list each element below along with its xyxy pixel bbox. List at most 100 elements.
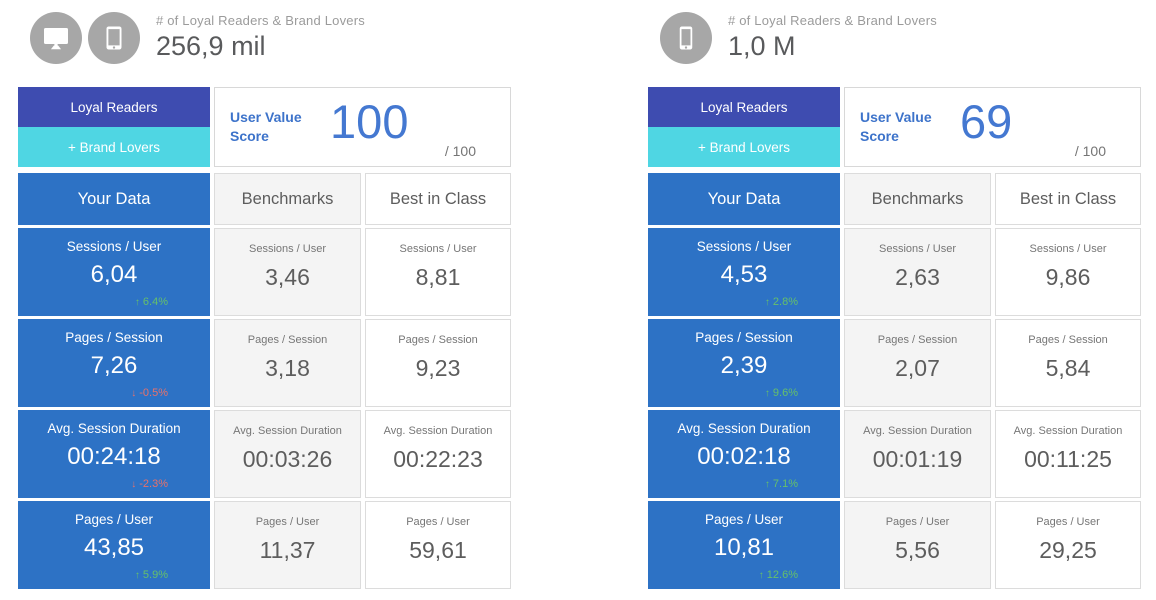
metric-label: Pages / User xyxy=(704,512,784,527)
benchmark-cell: Pages / Session 3,18 xyxy=(214,319,361,407)
arrow-down-icon: ↓ xyxy=(131,388,137,399)
metric-value: 00:22:23 xyxy=(393,446,483,472)
metric-value: 7,26 xyxy=(90,352,138,379)
benchmark-cell: Pages / Session 2,07 xyxy=(844,319,991,407)
panel-header: # of Loyal Readers & Brand Lovers 256,9 … xyxy=(18,12,511,64)
metric-label: Pages / Session xyxy=(1028,334,1108,346)
table-row: Avg. Session Duration 00:24:18 ↓ -2.3% A… xyxy=(18,410,511,498)
user-value-score-card: User Value Score 69 / 100 xyxy=(844,87,1141,167)
table-row: Sessions / User 6,04 ↑ 6.4% Sessions / U… xyxy=(18,228,511,316)
best-in-class-cell: Pages / User 29,25 xyxy=(995,501,1141,589)
metric-value: 2,07 xyxy=(895,355,940,381)
delta-value: 12.6% xyxy=(766,569,798,581)
metric-value: 3,18 xyxy=(265,355,310,381)
benchmark-cell: Sessions / User 3,46 xyxy=(214,228,361,316)
your-data-cell: Sessions / User 4,53 ↑ 2.8% xyxy=(648,228,840,316)
metric-label: Sessions / User xyxy=(248,243,327,255)
delta-value: 5.9% xyxy=(142,569,168,581)
best-in-class-cell: Sessions / User 9,86 xyxy=(995,228,1141,316)
metric-label: Pages / Session xyxy=(398,334,478,346)
arrow-down-icon: ↓ xyxy=(131,479,137,490)
metric-value: 5,84 xyxy=(1045,355,1091,381)
metric-value: 2,63 xyxy=(895,264,940,290)
delta-value: 2.8% xyxy=(772,296,798,308)
kpi-block: # of Loyal Readers & Brand Lovers 1,0 M xyxy=(728,12,937,62)
phone-icon xyxy=(660,12,712,64)
kpi-value: 256,9 mil xyxy=(156,31,266,61)
delta-value: -0.5% xyxy=(139,387,168,399)
delta-badge: ↑ 2.8% xyxy=(765,296,798,308)
metric-value: 6,04 xyxy=(90,261,138,288)
metric-value: 59,61 xyxy=(409,537,467,563)
delta-value: -2.3% xyxy=(139,478,168,490)
delta-badge: ↑ 5.9% xyxy=(135,569,168,581)
delta-badge: ↑ 9.6% xyxy=(765,387,798,399)
benchmark-cell: Avg. Session Duration 00:01:19 xyxy=(844,410,991,498)
arrow-up-icon: ↑ xyxy=(764,297,770,308)
your-data-cell: Pages / Session 7,26 ↓ -0.5% xyxy=(18,319,210,407)
segment-tabs: Loyal Readers + Brand Lovers xyxy=(648,87,840,167)
table-row: Pages / User 10,81 ↑ 12.6% Pages / User … xyxy=(648,501,1141,589)
tab-loyal-readers[interactable]: Loyal Readers xyxy=(18,87,210,127)
table-row: Pages / Session 7,26 ↓ -0.5% Pages / Ses… xyxy=(18,319,511,407)
best-in-class-cell: Pages / Session 5,84 xyxy=(995,319,1141,407)
metric-value: 11,37 xyxy=(259,537,316,563)
col-header-benchmarks: Benchmarks xyxy=(214,173,361,225)
best-in-class-cell: Sessions / User 8,81 xyxy=(365,228,511,316)
your-data-cell: Avg. Session Duration 00:24:18 ↓ -2.3% xyxy=(18,410,210,498)
kpi-block: # of Loyal Readers & Brand Lovers 256,9 … xyxy=(156,12,365,62)
kpi-title: # of Loyal Readers & Brand Lovers xyxy=(728,13,937,28)
your-data-cell: Pages / User 10,81 ↑ 12.6% xyxy=(648,501,840,589)
metric-label: Sessions / User xyxy=(399,243,477,255)
delta-badge: ↑ 6.4% xyxy=(135,296,168,308)
metric-label: Sessions / User xyxy=(66,239,162,254)
metric-value: 43,85 xyxy=(83,534,145,561)
tablet-icon xyxy=(88,12,140,64)
metric-value: 00:11:25 xyxy=(1024,446,1112,472)
metric-label: Pages / User xyxy=(1036,516,1100,528)
arrow-up-icon: ↑ xyxy=(764,388,770,399)
metric-label: Pages / User xyxy=(406,516,470,528)
tab-brand-lovers[interactable]: + Brand Lovers xyxy=(18,127,210,167)
metric-value: 10,81 xyxy=(713,534,775,561)
delta-value: 9.6% xyxy=(772,387,798,399)
benchmark-cell: Avg. Session Duration 00:03:26 xyxy=(214,410,361,498)
col-header-your-data: Your Data xyxy=(648,173,840,225)
table-row: Pages / Session 2,39 ↑ 9.6% Pages / Sess… xyxy=(648,319,1141,407)
metric-value: 00:01:19 xyxy=(872,446,963,472)
kpi-value: 1,0 M xyxy=(728,31,796,61)
benchmark-cell: Pages / User 11,37 xyxy=(214,501,361,589)
metric-label: Avg. Session Duration xyxy=(677,421,811,436)
score-max: / 100 xyxy=(1074,143,1106,159)
segment-tabs: Loyal Readers + Brand Lovers xyxy=(18,87,210,167)
best-in-class-cell: Avg. Session Duration 00:11:25 xyxy=(995,410,1141,498)
col-header-best-in-class: Best in Class xyxy=(365,173,511,225)
metric-label: Avg. Session Duration xyxy=(863,425,972,437)
delta-badge: ↑ 7.1% xyxy=(765,478,798,490)
metric-label: Pages / User xyxy=(74,512,154,527)
metric-value: 00:03:26 xyxy=(242,446,333,472)
score-row: Loyal Readers + Brand Lovers User Value … xyxy=(648,87,1141,167)
arrow-up-icon: ↑ xyxy=(134,297,140,308)
tab-brand-lovers[interactable]: + Brand Lovers xyxy=(648,127,840,167)
kpi-title: # of Loyal Readers & Brand Lovers xyxy=(156,13,365,28)
benchmark-cell: Pages / User 5,56 xyxy=(844,501,991,589)
metric-label: Avg. Session Duration xyxy=(383,425,493,437)
metric-label: Pages / User xyxy=(255,516,320,528)
delta-badge: ↓ -2.3% xyxy=(131,478,168,490)
score-value: 69 xyxy=(960,95,1013,148)
metric-label: Pages / Session xyxy=(877,334,958,346)
best-in-class-cell: Pages / Session 9,23 xyxy=(365,319,511,407)
desktop-icon xyxy=(30,12,82,64)
column-headers: Your Data Benchmarks Best in Class xyxy=(648,173,1141,225)
delta-value: 7.1% xyxy=(772,478,798,490)
metric-label: Sessions / User xyxy=(696,239,792,254)
metric-label: Sessions / User xyxy=(878,243,957,255)
col-header-best-in-class: Best in Class xyxy=(995,173,1141,225)
tab-loyal-readers[interactable]: Loyal Readers xyxy=(648,87,840,127)
column-headers: Your Data Benchmarks Best in Class xyxy=(18,173,511,225)
arrow-up-icon: ↑ xyxy=(764,479,770,490)
panel-desktop-tablet: # of Loyal Readers & Brand Lovers 256,9 … xyxy=(18,0,511,589)
table-row: Avg. Session Duration 00:02:18 ↑ 7.1% Av… xyxy=(648,410,1141,498)
